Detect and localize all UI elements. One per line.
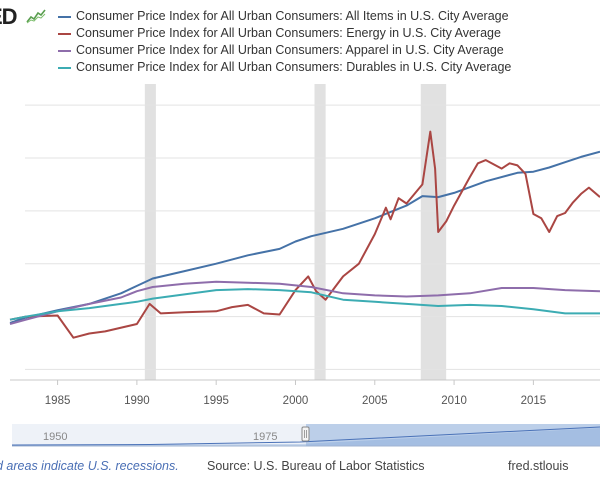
source-note: Source: U.S. Bureau of Labor Statistics (207, 459, 425, 473)
legend-label: Consumer Price Index for All Urban Consu… (76, 26, 501, 40)
fred-logo[interactable]: ED (0, 4, 46, 30)
chart-footer: d areas indicate U.S. recessions. Source… (0, 456, 600, 478)
navigator-handle-left[interactable] (301, 426, 310, 442)
x-tick-label: 2015 (521, 395, 547, 407)
time-range-navigator[interactable]: 1950 1975 (0, 418, 600, 452)
legend-item[interactable]: Consumer Price Index for All Urban Consu… (58, 8, 511, 25)
series-line (9, 280, 600, 325)
x-tick-label: 2000 (283, 395, 309, 407)
line-chart: 198519901995200020052010201520 (9, 84, 600, 407)
navigator-label: 1950 (43, 431, 67, 443)
fred-sparkline-icon (26, 9, 46, 24)
legend-swatch (58, 16, 71, 18)
fred-link[interactable]: fred.stlouis (508, 459, 569, 473)
series-line (9, 130, 600, 339)
legend-swatch (58, 33, 71, 35)
logo-text: ED (0, 4, 18, 29)
x-tick-label: 2010 (441, 395, 467, 407)
navigator-series-area (12, 428, 600, 446)
legend-label: Consumer Price Index for All Urban Consu… (76, 60, 512, 74)
x-tick-label: 1985 (45, 395, 71, 407)
series-line (9, 150, 600, 324)
recession-shading (314, 84, 326, 380)
recession-shading (420, 84, 447, 380)
x-tick-label: 2005 (362, 395, 388, 407)
recession-note: d areas indicate U.S. recessions. (0, 459, 179, 473)
legend-item[interactable]: Consumer Price Index for All Urban Consu… (58, 25, 511, 42)
legend-item[interactable]: Consumer Price Index for All Urban Consu… (58, 59, 511, 76)
legend-item[interactable]: Consumer Price Index for All Urban Consu… (58, 42, 511, 59)
legend-label: Consumer Price Index for All Urban Consu… (76, 9, 509, 23)
navigator-label: 1975 (253, 431, 277, 443)
x-tick-label: 1995 (203, 395, 229, 407)
chart-legend: Consumer Price Index for All Urban Consu… (58, 8, 511, 76)
legend-swatch (58, 67, 71, 69)
series-line (9, 288, 600, 321)
recession-shading (144, 84, 156, 380)
navigator-selection[interactable] (306, 424, 600, 446)
x-tick-label: 1990 (124, 395, 150, 407)
navigator-series-line (11, 426, 600, 446)
legend-swatch (58, 50, 71, 52)
legend-label: Consumer Price Index for All Urban Consu… (76, 43, 504, 57)
